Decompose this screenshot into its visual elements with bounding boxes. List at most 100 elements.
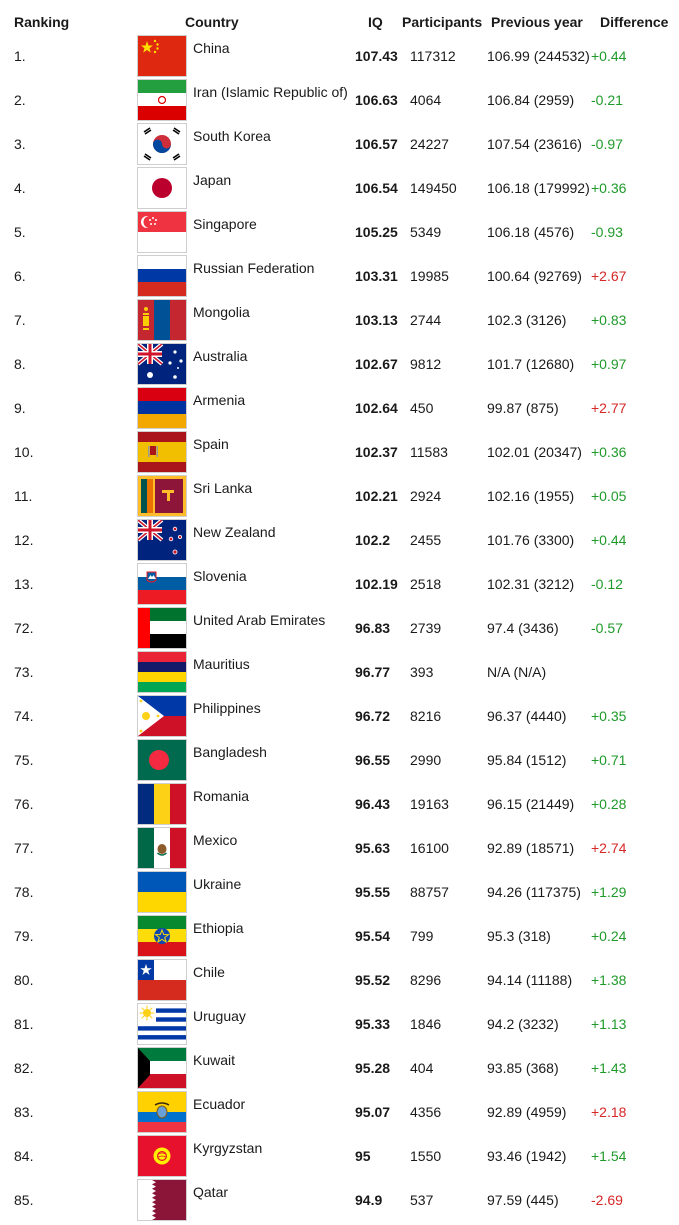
iq-cell: 106.63 bbox=[355, 92, 398, 108]
country-cell: South Korea bbox=[193, 128, 271, 144]
table-row: 4. Japan 106.54 149450 106.18 (179992) +0.36 bbox=[0, 166, 679, 210]
participants-cell: 4064 bbox=[410, 92, 442, 108]
table-row: 10. Spain 102.37 11583 102.01 (20347) +0.36 bbox=[0, 430, 679, 474]
difference-cell: -0.12 bbox=[591, 576, 623, 592]
previous-year-cell: 106.99 (244532) bbox=[487, 48, 590, 64]
previous-year-cell: 94.2 (3232) bbox=[487, 1016, 559, 1032]
country-cell: Kuwait bbox=[193, 1052, 236, 1068]
country-cell: Armenia bbox=[193, 392, 246, 408]
mongolia-flag-icon bbox=[137, 299, 187, 341]
participants-cell: 799 bbox=[410, 928, 434, 944]
rank-cell: 5. bbox=[14, 224, 26, 240]
romania-flag-icon bbox=[137, 783, 187, 825]
rank-cell: 2. bbox=[14, 92, 26, 108]
japan-flag-icon bbox=[137, 167, 187, 209]
table-row: 85. Qatar 94.9 537 97.59 (445) -2.69 bbox=[0, 1178, 679, 1222]
china-flag-icon bbox=[137, 35, 187, 77]
participants-cell: 88757 bbox=[410, 884, 449, 900]
iq-cell: 106.57 bbox=[355, 136, 398, 152]
previous-year-cell: 102.3 (3126) bbox=[487, 312, 567, 328]
country-cell: Japan bbox=[193, 172, 232, 188]
iq-cell: 106.54 bbox=[355, 180, 398, 196]
country-cell: Slovenia bbox=[193, 568, 247, 584]
rank-cell: 78. bbox=[14, 884, 34, 900]
table-row: 76. Romania 96.43 19163 96.15 (21449) +0.28 bbox=[0, 782, 679, 826]
participants-cell: 19985 bbox=[410, 268, 449, 284]
iq-cell: 103.13 bbox=[355, 312, 398, 328]
country-cell: Kyrgyzstan bbox=[193, 1140, 263, 1156]
mauritius-flag-icon bbox=[137, 651, 187, 693]
header-iq: IQ bbox=[368, 14, 383, 30]
participants-cell: 2744 bbox=[410, 312, 442, 328]
table-row: 77. Mexico 95.63 16100 92.89 (18571) +2.74 bbox=[0, 826, 679, 870]
difference-cell: +1.13 bbox=[591, 1016, 627, 1032]
rank-cell: 82. bbox=[14, 1060, 34, 1076]
table-row: 11. Sri Lanka 102.21 2924 102.16 (1955) +0.05 bbox=[0, 474, 679, 518]
previous-year-cell: 101.76 (3300) bbox=[487, 532, 575, 548]
table-row: 13. Slovenia 102.19 2518 102.31 (3212) -0.12 bbox=[0, 562, 679, 606]
previous-year-cell: 93.85 (368) bbox=[487, 1060, 559, 1076]
difference-cell: +0.44 bbox=[591, 532, 627, 548]
previous-year-cell: 102.01 (20347) bbox=[487, 444, 582, 460]
iq-cell: 96.83 bbox=[355, 620, 391, 636]
difference-cell: +0.28 bbox=[591, 796, 627, 812]
table-row: 79. Ethiopia 95.54 799 95.3 (318) +0.24 bbox=[0, 914, 679, 958]
iq-cell: 102.19 bbox=[355, 576, 398, 592]
iq-cell: 102.21 bbox=[355, 488, 398, 504]
table-row: 9. Armenia 102.64 450 99.87 (875) +2.77 bbox=[0, 386, 679, 430]
difference-cell: +0.36 bbox=[591, 444, 627, 460]
table-row: 1. China 107.43 117312 106.99 (244532) +0.44 bbox=[0, 34, 679, 78]
difference-cell: +1.54 bbox=[591, 1148, 627, 1164]
country-cell: China bbox=[193, 40, 230, 56]
previous-year-cell: 97.4 (3436) bbox=[487, 620, 559, 636]
country-cell: Australia bbox=[193, 348, 248, 364]
table-row: 78. Ukraine 95.55 88757 94.26 (117375) +1.29 bbox=[0, 870, 679, 914]
iq-cell: 96.43 bbox=[355, 796, 391, 812]
difference-cell: -0.57 bbox=[591, 620, 623, 636]
previous-year-cell: 96.15 (21449) bbox=[487, 796, 575, 812]
previous-year-cell: N/A (N/A) bbox=[487, 664, 547, 680]
country-cell: Philippines bbox=[193, 700, 261, 716]
previous-year-cell: 96.37 (4440) bbox=[487, 708, 567, 724]
participants-cell: 117312 bbox=[410, 48, 456, 64]
header-country: Country bbox=[185, 14, 239, 30]
country-cell: Iran (Islamic Republic of) bbox=[193, 84, 348, 100]
previous-year-cell: 107.54 (23616) bbox=[487, 136, 582, 152]
previous-year-cell: 97.59 (445) bbox=[487, 1192, 559, 1208]
country-cell: Ethiopia bbox=[193, 920, 244, 936]
table-row: 83. Ecuador 95.07 4356 92.89 (4959) +2.18 bbox=[0, 1090, 679, 1134]
iq-cell: 102.64 bbox=[355, 400, 398, 416]
header-participants: Participants bbox=[402, 14, 483, 30]
previous-year-cell: 95.3 (318) bbox=[487, 928, 551, 944]
new-zealand-flag-icon bbox=[137, 519, 187, 561]
previous-year-cell: 106.84 (2959) bbox=[487, 92, 575, 108]
participants-cell: 24227 bbox=[410, 136, 449, 152]
previous-year-cell: 106.18 (179992) bbox=[487, 180, 590, 196]
participants-cell: 393 bbox=[410, 664, 434, 680]
iq-cell: 96.77 bbox=[355, 664, 391, 680]
participants-cell: 149450 bbox=[410, 180, 457, 196]
participants-cell: 16100 bbox=[410, 840, 449, 856]
participants-cell: 2518 bbox=[410, 576, 442, 592]
iq-cell: 102.67 bbox=[355, 356, 398, 372]
rank-cell: 77. bbox=[14, 840, 34, 856]
table-row: 73. Mauritius 96.77 393 N/A (N/A) bbox=[0, 650, 679, 694]
participants-cell: 2990 bbox=[410, 752, 442, 768]
country-cell: Mexico bbox=[193, 832, 238, 848]
rank-cell: 80. bbox=[14, 972, 34, 988]
table-row: 7. Mongolia 103.13 2744 102.3 (3126) +0.83 bbox=[0, 298, 679, 342]
iq-cell: 96.55 bbox=[355, 752, 391, 768]
ukraine-flag-icon bbox=[137, 871, 187, 913]
difference-cell: +0.05 bbox=[591, 488, 627, 504]
previous-year-cell: 94.26 (117375) bbox=[487, 884, 581, 900]
rank-cell: 84. bbox=[14, 1148, 34, 1164]
rank-cell: 76. bbox=[14, 796, 34, 812]
iq-cell: 95.52 bbox=[355, 972, 391, 988]
difference-cell: +1.29 bbox=[591, 884, 627, 900]
participants-cell: 537 bbox=[410, 1192, 434, 1208]
previous-year-cell: 99.87 (875) bbox=[487, 400, 559, 416]
previous-year-cell: 101.7 (12680) bbox=[487, 356, 575, 372]
iq-cell: 96.72 bbox=[355, 708, 391, 724]
header-difference: Difference bbox=[600, 14, 669, 30]
participants-cell: 8216 bbox=[410, 708, 442, 724]
